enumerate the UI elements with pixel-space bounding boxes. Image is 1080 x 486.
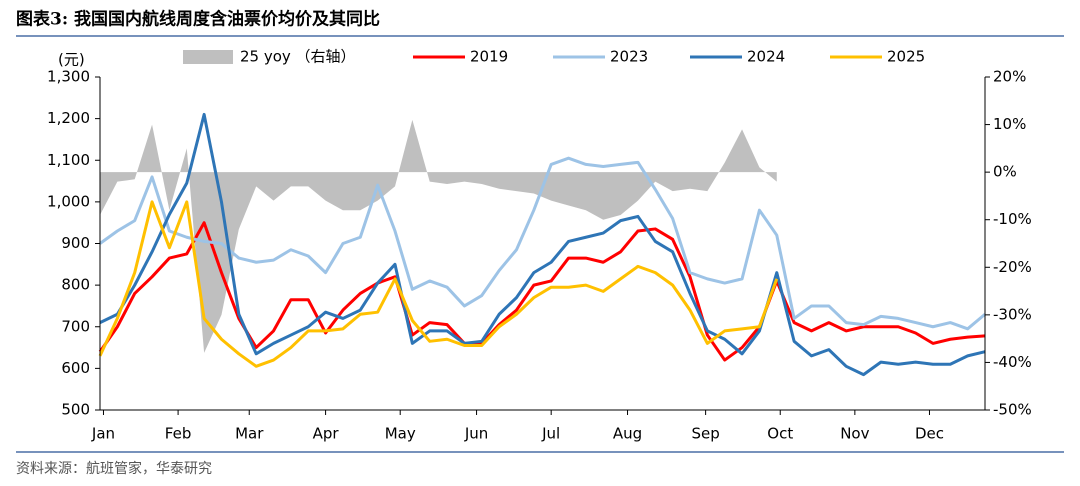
- y2-tick-label: 0%: [993, 163, 1017, 181]
- y-tick-label: 700: [61, 317, 90, 335]
- y-tick-label: 1,000: [47, 192, 90, 210]
- y-tick-label: 800: [61, 276, 90, 294]
- x-tick-label: Nov: [840, 425, 869, 443]
- y2-tick-label: -10%: [993, 210, 1032, 228]
- y2-tick-label: -20%: [993, 258, 1032, 276]
- y-axis-label: (元): [58, 51, 85, 69]
- x-tick-label: Aug: [613, 425, 642, 443]
- y2-tick-label: -40%: [993, 353, 1032, 371]
- legend-label: 2025: [887, 48, 925, 66]
- x-tick-label: Jul: [541, 425, 560, 443]
- y2-tick-label: 20%: [993, 68, 1026, 86]
- x-tick-label: Apr: [313, 425, 340, 443]
- x-tick-label: Sep: [691, 425, 719, 443]
- y-tick-label: 1,100: [47, 151, 90, 169]
- yoy-area: [100, 119, 777, 353]
- x-tick-label: Jan: [91, 425, 115, 443]
- legend-label: 2023: [610, 48, 648, 66]
- legend-label: 2024: [747, 48, 785, 66]
- series-line: [99, 112, 986, 377]
- y-tick-label: 600: [61, 359, 90, 377]
- y2-tick-label: -50%: [993, 401, 1032, 419]
- y-tick-label: 900: [61, 234, 90, 252]
- chart-title: 图表3: 我国国内航线周度含油票价均价及其同比: [16, 9, 380, 30]
- y2-tick-label: 10%: [993, 115, 1026, 133]
- series-line: [98, 200, 779, 368]
- y-tick-label: 1,300: [47, 68, 90, 86]
- x-tick-label: Jun: [464, 425, 488, 443]
- y-tick-label: 500: [61, 401, 90, 419]
- y2-tick-label: -30%: [993, 305, 1032, 323]
- legend-swatch: [183, 50, 233, 64]
- legend-label: 25 yoy （右轴）: [240, 48, 356, 66]
- x-tick-label: Dec: [915, 425, 944, 443]
- x-tick-label: Oct: [767, 425, 793, 443]
- source: 资料来源：航班管家，华泰研究: [16, 460, 212, 477]
- legend-label: 2019: [470, 48, 508, 66]
- x-tick-label: May: [385, 425, 416, 443]
- x-tick-label: Mar: [235, 425, 264, 443]
- series-line: [99, 156, 986, 331]
- y-tick-label: 1,200: [47, 109, 90, 127]
- x-tick-label: Feb: [165, 425, 192, 443]
